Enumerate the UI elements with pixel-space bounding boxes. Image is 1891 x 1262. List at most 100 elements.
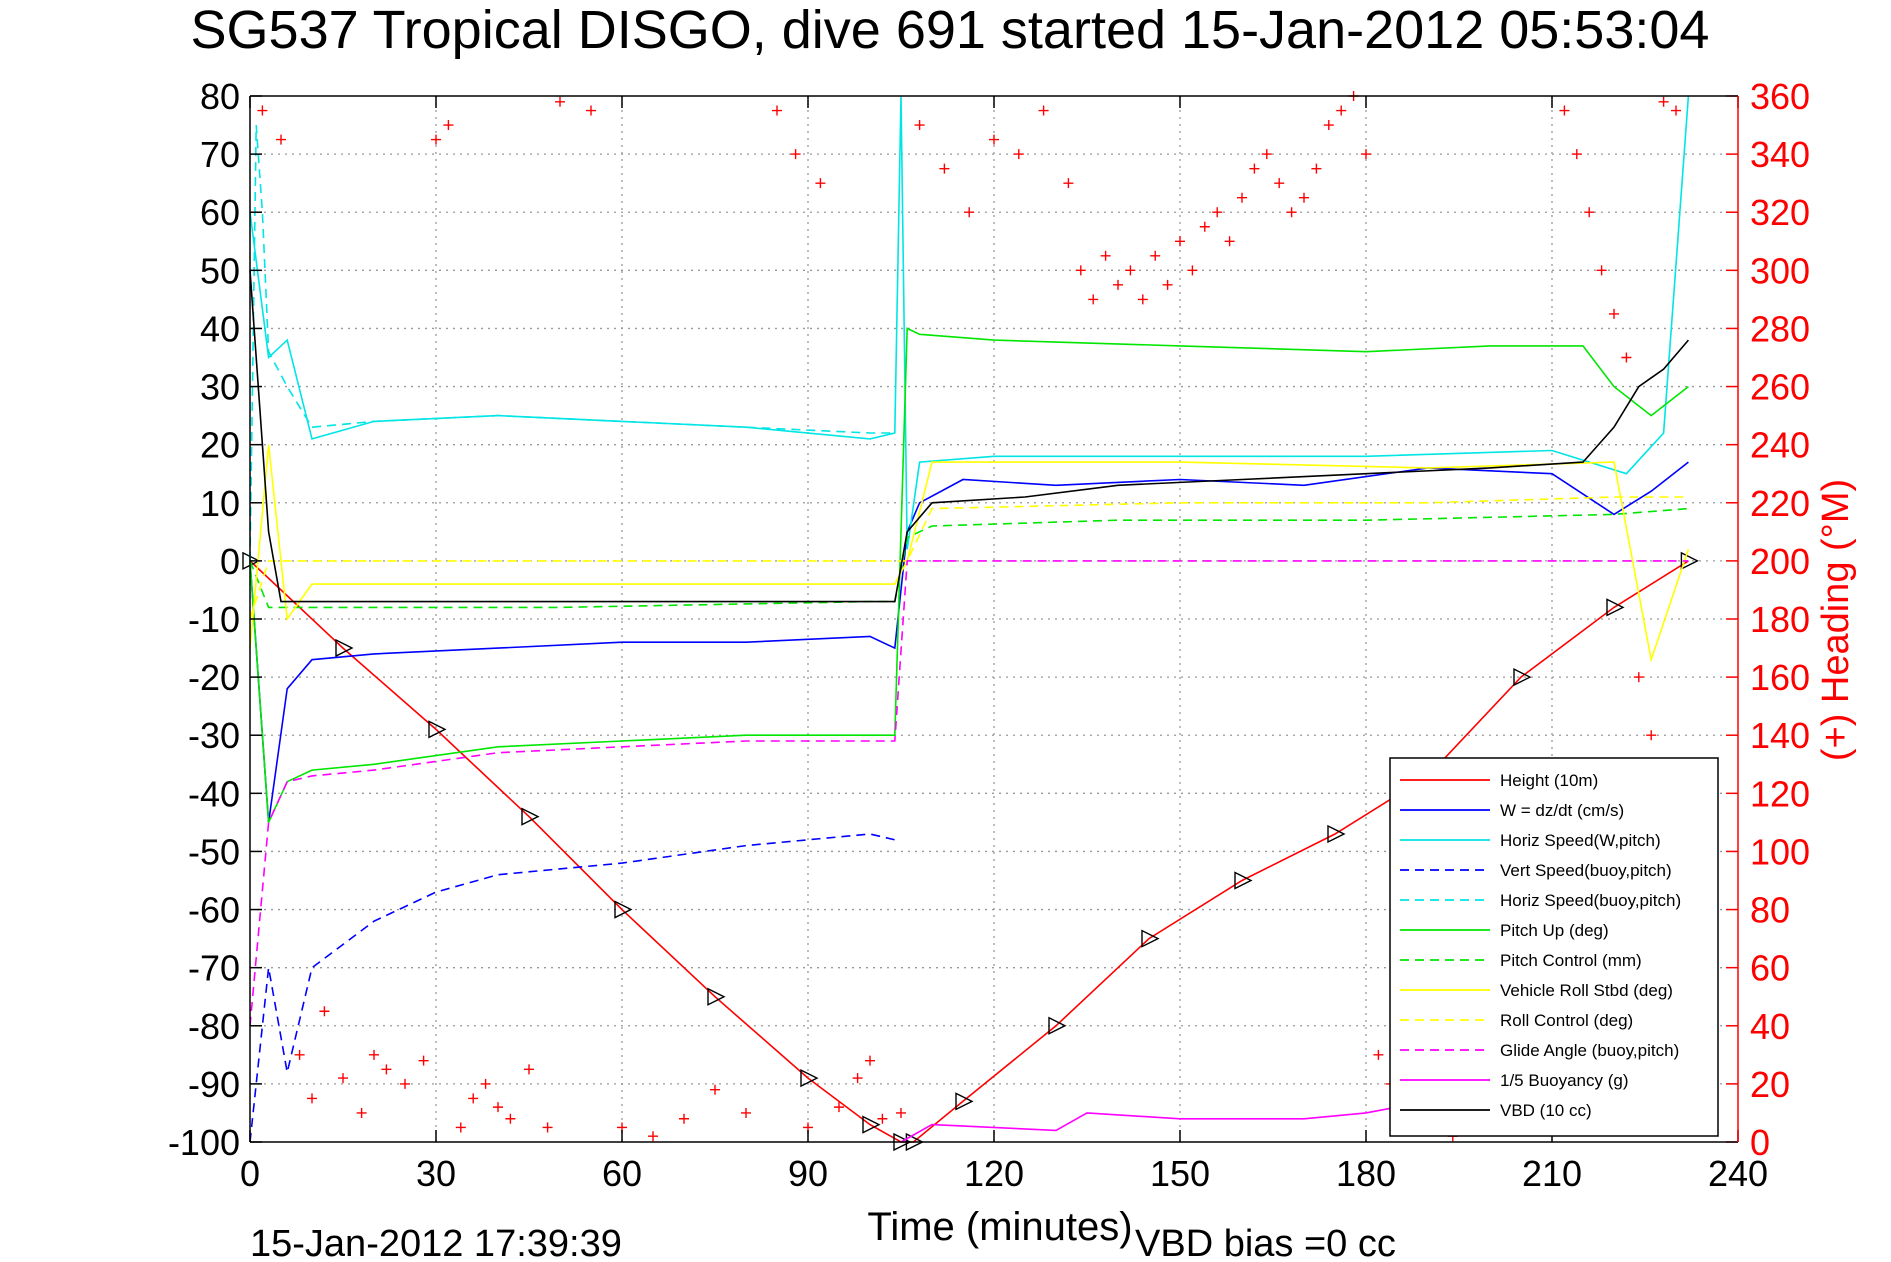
heading-point bbox=[505, 1113, 516, 1124]
heading-point bbox=[1187, 265, 1198, 276]
y-tick-label: 30 bbox=[200, 367, 240, 408]
heading-point bbox=[276, 134, 286, 145]
tick-labels: 0 30 60 90 120 150 180 210 24080706050403020100-… bbox=[168, 76, 1810, 1194]
axes bbox=[249, 95, 1739, 1143]
height-marker bbox=[1606, 598, 1625, 617]
heading-point bbox=[1299, 192, 1309, 203]
heading-point bbox=[542, 1122, 553, 1133]
y-tick-label: 20 bbox=[200, 425, 240, 466]
heading-point bbox=[319, 1006, 330, 1017]
x-tick-label: 120 bbox=[964, 1153, 1024, 1194]
heading-point bbox=[1286, 207, 1297, 218]
x-tick-label: 240 bbox=[1708, 1153, 1768, 1194]
legend-label: 1/5 Buoyancy (g) bbox=[1500, 1071, 1629, 1090]
y-tick-label: -70 bbox=[188, 948, 240, 989]
height-marker bbox=[955, 1092, 974, 1111]
heading-point bbox=[1646, 730, 1657, 741]
heading-point bbox=[257, 105, 268, 116]
series-line-9 bbox=[249, 560, 1689, 1026]
heading-point bbox=[431, 134, 441, 145]
y-right-tick-label: 40 bbox=[1750, 1006, 1790, 1047]
legend-label: Pitch Control (mm) bbox=[1500, 951, 1642, 970]
y-right-tick-label: 220 bbox=[1750, 483, 1810, 524]
legend-label: Pitch Up (deg) bbox=[1500, 921, 1609, 940]
series-line-3 bbox=[249, 833, 895, 1143]
y-tick-label: 50 bbox=[200, 250, 240, 291]
x-tick-label: 180 bbox=[1336, 1153, 1396, 1194]
legend-label: VBD (10 cc) bbox=[1500, 1101, 1592, 1120]
heading-point bbox=[1584, 207, 1595, 218]
x-tick-label: 30 bbox=[416, 1153, 456, 1194]
heading-point bbox=[1596, 265, 1607, 276]
y-right-tick-label: 0 bbox=[1750, 1122, 1770, 1163]
heading-point bbox=[1013, 149, 1024, 160]
footer-timestamp: 15-Jan-2012 17:39:39 bbox=[250, 1223, 622, 1262]
heading-point bbox=[381, 1064, 392, 1075]
y-right-tick-label: 360 bbox=[1750, 76, 1810, 117]
footer-vbd-bias: VBD bias =0 cc bbox=[1135, 1223, 1396, 1262]
y-right-tick-label: 180 bbox=[1750, 599, 1810, 640]
legend-label: Vehicle Roll Stbd (deg) bbox=[1500, 981, 1673, 1000]
y-right-tick-label: 320 bbox=[1750, 192, 1810, 233]
heading-point bbox=[356, 1107, 367, 1118]
y-tick-label: -10 bbox=[188, 599, 240, 640]
height-marker bbox=[800, 1068, 819, 1088]
y-tick-label: 40 bbox=[200, 308, 240, 349]
heading-point bbox=[468, 1093, 479, 1104]
chart-title: SG537 Tropical DISGO, dive 691 started 1… bbox=[191, 0, 1710, 60]
y-tick-label: -30 bbox=[188, 715, 240, 756]
legend-box bbox=[1389, 757, 1719, 1137]
heading-point bbox=[1621, 352, 1632, 363]
heading-point bbox=[648, 1131, 658, 1142]
y-tick-label: 70 bbox=[200, 134, 240, 175]
heading-point bbox=[338, 1073, 348, 1084]
heading-point bbox=[1100, 250, 1111, 261]
x-tick-label: 0 bbox=[240, 1153, 260, 1194]
heading-point bbox=[1559, 105, 1570, 116]
heading-point bbox=[772, 105, 782, 116]
heading-point bbox=[939, 163, 950, 174]
heading-point bbox=[1571, 149, 1582, 160]
heading-point bbox=[400, 1078, 410, 1089]
y-tick-label: -100 bbox=[168, 1122, 240, 1163]
series-line-5 bbox=[249, 327, 1689, 823]
heading-point bbox=[443, 120, 454, 131]
heading-point bbox=[1336, 105, 1347, 116]
heading-point bbox=[834, 1102, 844, 1113]
heading-point bbox=[1274, 178, 1285, 189]
height-marker bbox=[335, 638, 354, 658]
heading-point bbox=[1088, 294, 1099, 305]
height-marker bbox=[428, 720, 447, 739]
x-tick-label: 60 bbox=[602, 1153, 642, 1194]
height-marker bbox=[1327, 824, 1346, 844]
y-tick-label: -40 bbox=[188, 773, 240, 814]
height-marker bbox=[521, 807, 540, 826]
y-tick-label: -60 bbox=[188, 890, 240, 931]
heading-point bbox=[1633, 672, 1644, 683]
legend-label: Horiz Speed(W,pitch) bbox=[1500, 831, 1661, 850]
heading-point bbox=[877, 1113, 888, 1124]
heading-point bbox=[480, 1078, 491, 1089]
legend-label: Vert Speed(buoy,pitch) bbox=[1500, 861, 1672, 880]
y-tick-label: 10 bbox=[200, 483, 240, 524]
heading-point bbox=[1162, 279, 1173, 290]
heading-point bbox=[914, 120, 925, 131]
y-tick-label: -80 bbox=[188, 1006, 240, 1047]
x-tick-label: 90 bbox=[788, 1153, 828, 1194]
heading-point bbox=[1373, 1049, 1384, 1060]
heading-point bbox=[1175, 236, 1185, 247]
y-tick-label: -20 bbox=[188, 657, 240, 698]
series-line-10 bbox=[900, 1100, 1689, 1143]
heading-point bbox=[307, 1093, 317, 1104]
height-marker bbox=[1048, 1016, 1067, 1035]
heading-point bbox=[524, 1064, 534, 1075]
y-right-tick-label: 340 bbox=[1750, 134, 1810, 175]
heading-point bbox=[1137, 294, 1148, 305]
y-right-tick-label: 60 bbox=[1750, 948, 1790, 989]
heading-point bbox=[369, 1049, 379, 1060]
y-tick-label: 80 bbox=[200, 76, 240, 117]
y-right-tick-label: 240 bbox=[1750, 425, 1810, 466]
heading-point bbox=[964, 207, 975, 218]
heading-point bbox=[815, 178, 826, 189]
